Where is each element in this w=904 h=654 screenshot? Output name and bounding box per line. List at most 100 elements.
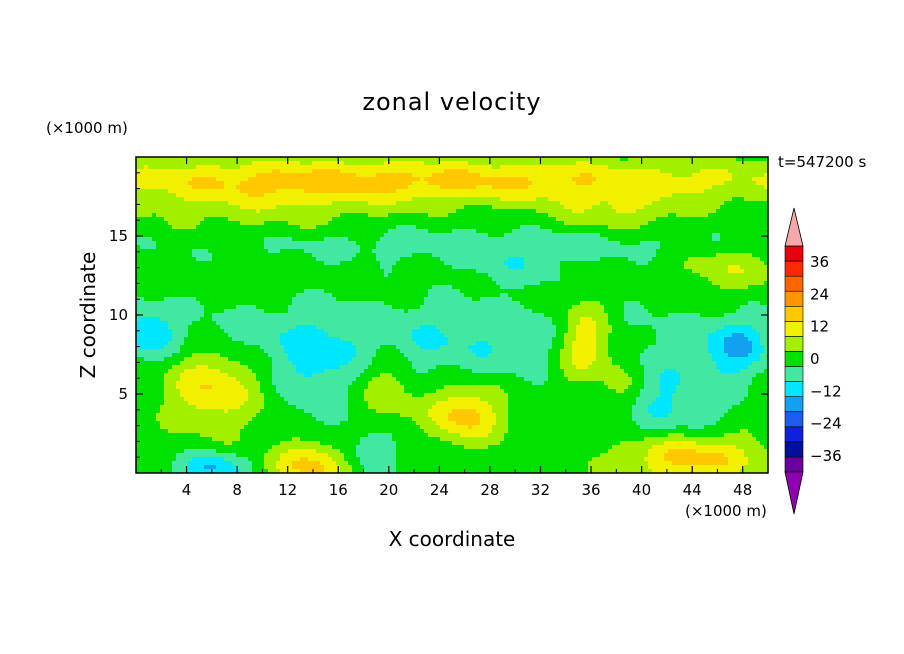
contour-cell	[560, 273, 701, 278]
contour-cell	[136, 273, 385, 278]
contour-cell	[608, 225, 641, 230]
contour-cell	[264, 245, 361, 250]
contour-cell	[424, 177, 529, 182]
contour-cell	[596, 177, 733, 182]
contour-cell	[164, 385, 177, 390]
colorbar-segment	[784, 290, 804, 307]
contour-cell	[380, 265, 393, 270]
contour-cell	[136, 281, 497, 286]
contour-cell	[404, 309, 409, 314]
contour-cell	[648, 221, 769, 226]
contour-cell	[280, 341, 353, 346]
contour-cell	[292, 437, 301, 442]
contour-cell	[508, 405, 633, 410]
contour-cell	[532, 309, 569, 314]
contour-cell	[492, 425, 509, 430]
contour-cell	[552, 321, 569, 326]
contour-cell	[644, 377, 661, 382]
contour-cell	[336, 461, 349, 466]
contour-cell	[480, 413, 497, 418]
contour-cell	[388, 273, 489, 278]
y-tick-label: 15	[109, 227, 128, 245]
contour-cell	[192, 249, 209, 254]
contour-cell	[728, 169, 769, 174]
contour-cell	[288, 305, 393, 310]
contour-cell	[404, 389, 437, 394]
contour-cell	[188, 401, 245, 406]
contour-cell	[136, 409, 161, 414]
contour-cell	[252, 465, 265, 470]
contour-cell	[624, 313, 653, 318]
contour-cell	[756, 329, 769, 334]
contour-cell	[572, 349, 597, 354]
contour-cell	[340, 261, 381, 266]
contour-cell	[324, 421, 341, 426]
contour-cell	[340, 365, 369, 370]
contour-cell	[648, 261, 685, 266]
contour-cell	[400, 257, 441, 262]
contour-cell	[376, 257, 401, 262]
contour-cell	[288, 449, 317, 454]
contour-cell	[760, 353, 769, 358]
contour-cell	[188, 461, 233, 466]
contour-cell	[212, 313, 545, 318]
contour-cell	[748, 353, 761, 358]
contour-cell	[440, 425, 469, 430]
contour-cell	[752, 325, 769, 330]
contour-cell	[200, 317, 213, 322]
contour-cell	[240, 437, 293, 442]
contour-cell	[760, 441, 769, 446]
contour-cell	[260, 409, 305, 414]
contour-cell	[264, 309, 289, 314]
contour-cell	[624, 389, 641, 394]
contour-cell	[440, 185, 477, 190]
contour-cell	[472, 297, 481, 302]
contour-cell	[248, 397, 265, 402]
contour-cell	[356, 445, 397, 450]
contour-cell	[728, 265, 741, 270]
contour-cell	[568, 329, 577, 334]
contour-cell	[748, 429, 769, 434]
contour-cell	[144, 357, 165, 362]
contour-cell	[444, 333, 557, 338]
contour-cell	[348, 389, 365, 394]
contour-cell	[136, 357, 145, 362]
contour-cell	[136, 433, 201, 438]
contour-cell	[288, 401, 349, 406]
contour-cell	[300, 161, 313, 166]
contour-cell	[180, 345, 261, 350]
contour-cell	[648, 461, 673, 466]
colorbar-segment	[784, 245, 804, 262]
contour-cell	[552, 345, 565, 350]
contour-cell	[348, 385, 369, 390]
contour-cell	[248, 365, 273, 370]
contour-cell	[184, 337, 233, 342]
contour-cell	[304, 249, 361, 254]
contour-cell	[372, 361, 413, 366]
contour-cell	[612, 205, 645, 210]
contour-cell	[416, 421, 437, 426]
contour-cell	[136, 237, 153, 242]
contour-cell	[476, 341, 489, 346]
contour-cell	[596, 321, 609, 326]
contour-cell	[728, 461, 749, 466]
contour-cell	[324, 261, 341, 266]
contour-cell	[660, 245, 769, 250]
contour-cell	[592, 205, 613, 210]
contour-cell	[208, 365, 249, 370]
contour-cell	[700, 273, 769, 278]
contour-cell	[136, 217, 165, 222]
contour-cell	[188, 469, 241, 474]
contour-cell	[396, 225, 417, 230]
contour-cell	[312, 253, 357, 258]
contour-cell	[328, 453, 345, 458]
contour-cell	[160, 421, 249, 426]
contour-cell	[760, 337, 769, 342]
contour-cell	[472, 369, 549, 374]
contour-cell	[480, 297, 513, 302]
contour-cell	[756, 437, 769, 442]
contour-cell	[136, 421, 161, 426]
colorbar-segment	[784, 411, 804, 428]
contour-cell	[676, 213, 709, 218]
contour-cell	[292, 465, 325, 470]
